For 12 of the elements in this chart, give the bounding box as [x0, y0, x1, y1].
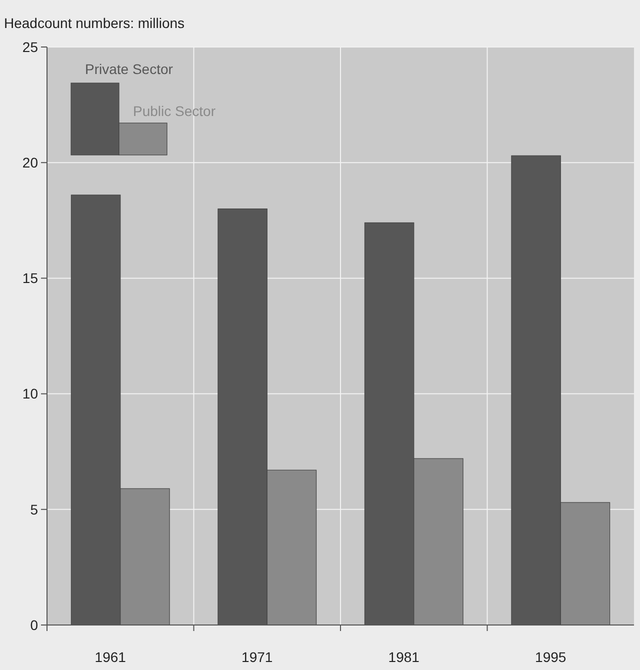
legend-entry: Public Sector [118, 103, 216, 156]
x-tick-label: 1981 [388, 649, 420, 665]
y-tick-label: 10 [22, 386, 38, 402]
y-tick-label: 15 [22, 270, 38, 286]
y-tick-label: 20 [22, 154, 38, 170]
x-tick-label: 1961 [94, 649, 126, 665]
y-tick-label: 25 [22, 38, 38, 55]
x-tick-label: 1995 [535, 649, 566, 665]
y-axis-title: Headcount numbers: millions [4, 15, 185, 31]
y-tick-label: 5 [30, 501, 38, 518]
x-tick-label: 1971 [242, 649, 273, 665]
y-tick-label: 0 [30, 616, 38, 633]
